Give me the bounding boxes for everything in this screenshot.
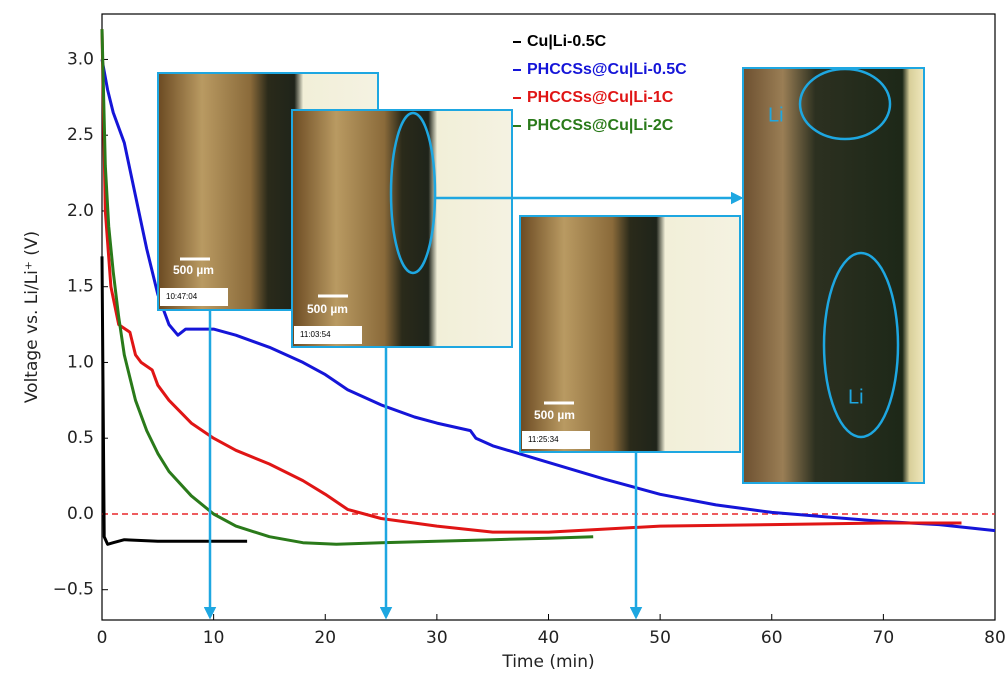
- y-tick-label: 1.5: [67, 277, 94, 297]
- x-tick-label: 10: [203, 628, 225, 648]
- zoom-label: Li: [848, 386, 864, 408]
- timestamp: 11:03:54: [300, 330, 331, 339]
- scale-label: 500 µm: [534, 408, 575, 422]
- y-tick-label: 3.0: [67, 49, 94, 69]
- x-tick-label: 0: [97, 628, 108, 648]
- y-tick-label: 2.5: [67, 125, 94, 145]
- x-tick-label: 70: [873, 628, 895, 648]
- x-tick-label: 60: [761, 628, 783, 648]
- scale-label: 500 µm: [307, 302, 348, 316]
- x-tick-label: 80: [984, 628, 1006, 648]
- y-tick-label: 0.5: [67, 428, 94, 448]
- zoom-inset: Li Li: [743, 68, 924, 483]
- legend: Cu|Li-0.5C PHCCSs@Cu|Li-0.5C PHCCSs@Cu|Li-…: [513, 33, 687, 134]
- inset: 500 µm 11:25:34: [520, 216, 740, 452]
- y-axis-label: Voltage vs. Li/Li⁺ (V): [22, 231, 42, 403]
- legend-label: PHCCSs@Cu|Li-1C: [527, 89, 674, 106]
- legend-label: PHCCSs@Cu|Li-0.5C: [527, 61, 687, 78]
- timestamp: 11:25:34: [528, 435, 559, 444]
- y-tick-label: 2.0: [67, 201, 94, 221]
- x-tick-label: 30: [426, 628, 448, 648]
- zoom-label: Li: [768, 104, 784, 126]
- y-tick-label: 0.0: [67, 504, 94, 524]
- chart: 0 10 20 30 40 50 60 70 80 −0.5 0.0 0.5 1.0 1.5 2.0 2.5 3…: [0, 0, 1008, 675]
- inset: 500 µm 11:03:54: [292, 110, 512, 347]
- x-tick-label: 40: [538, 628, 560, 648]
- x-tick-label: 50: [649, 628, 671, 648]
- x-tick-label: 20: [314, 628, 336, 648]
- legend-label: PHCCSs@Cu|Li-2C: [527, 117, 674, 134]
- y-tick-label: 1.0: [67, 352, 94, 372]
- timestamp: 10:47:04: [166, 292, 198, 301]
- y-tick-label: −0.5: [53, 580, 94, 600]
- scale-label: 500 µm: [173, 263, 214, 277]
- x-axis-label: Time (min): [501, 652, 594, 672]
- micrograph: [743, 68, 924, 483]
- legend-label: Cu|Li-0.5C: [527, 33, 607, 50]
